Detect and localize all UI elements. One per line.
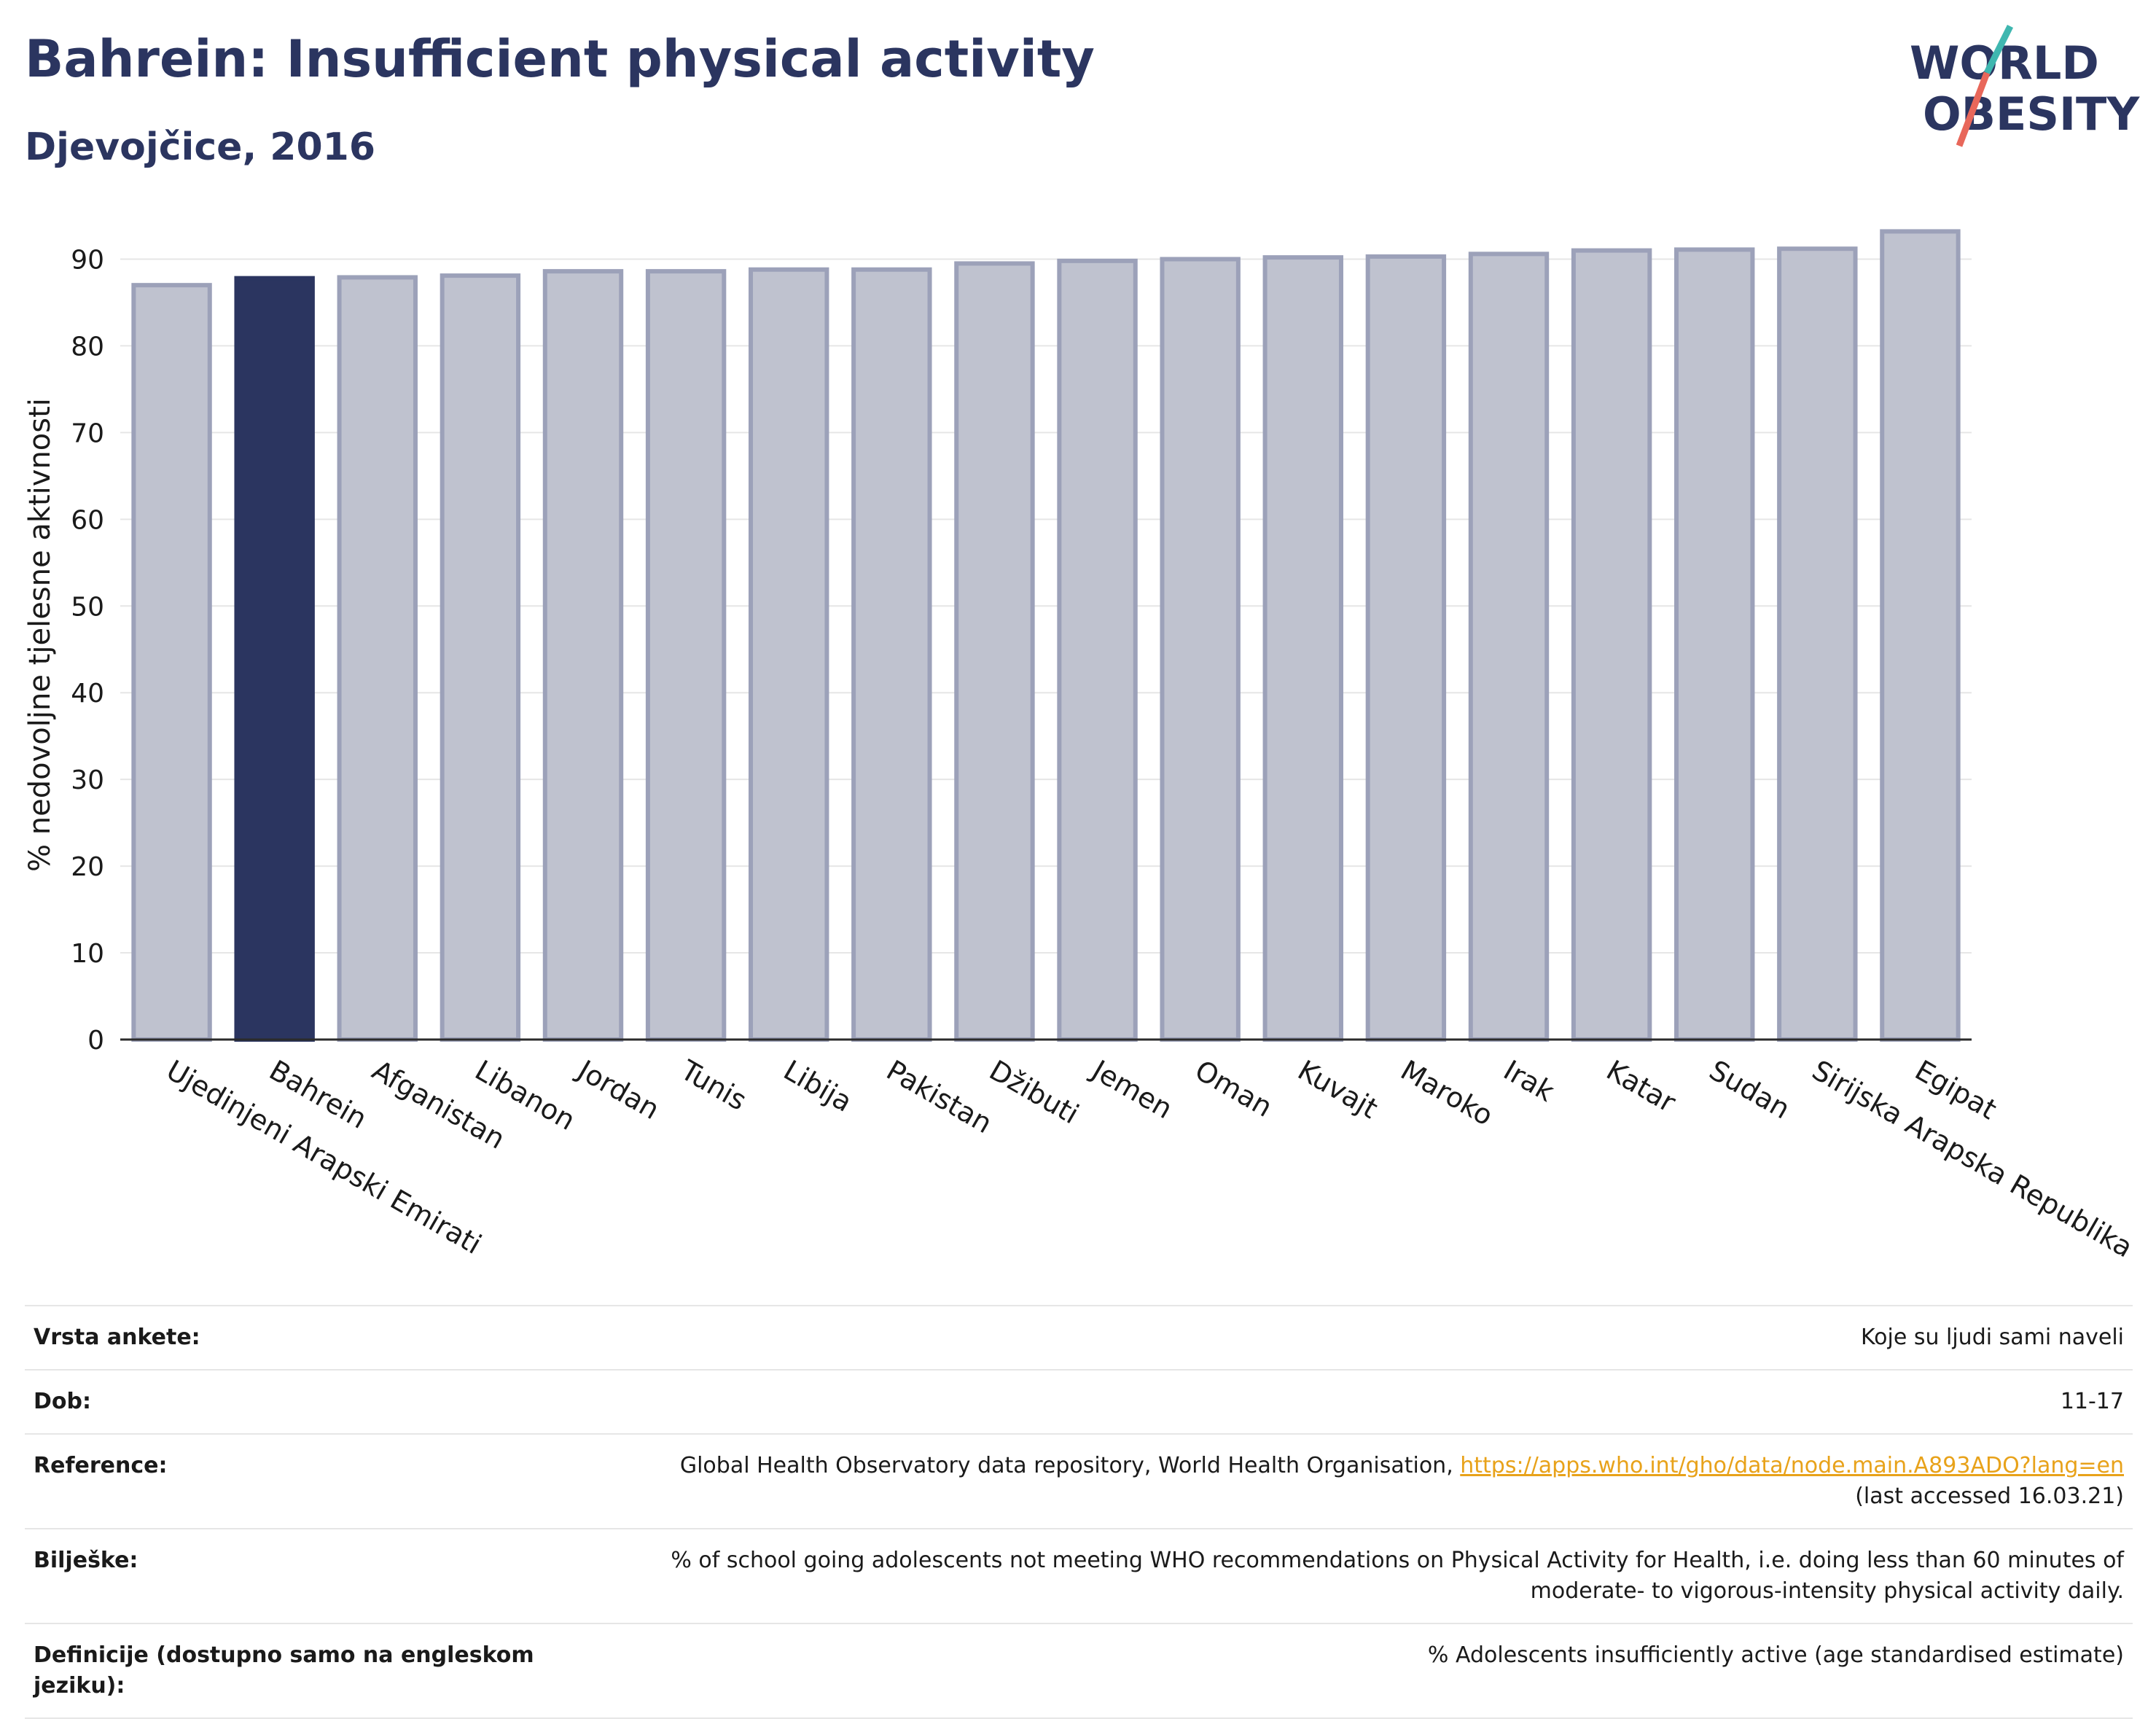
bar	[645, 269, 727, 1042]
x-tick-labels: Ujedinjeni Arapski EmiratiBahreinAfganis…	[161, 1053, 2138, 1264]
info-table: Vrsta ankete: Koje su ljudi sami naveli …	[25, 1305, 2133, 1719]
x-tick-label: Kuvajt	[1292, 1054, 1383, 1125]
y-tick-label: 0	[87, 1026, 104, 1056]
x-tick-label: Irak	[1499, 1054, 1560, 1108]
x-tick-label: Tunis	[675, 1053, 752, 1117]
bar	[1674, 247, 1755, 1042]
bar	[1160, 257, 1241, 1042]
x-tick-label: Oman	[1190, 1054, 1278, 1123]
y-tick-label: 40	[71, 679, 104, 709]
y-tick-label: 60	[71, 505, 104, 535]
bar	[1365, 254, 1447, 1042]
x-tick-label: Jordan	[571, 1053, 665, 1126]
x-tick-label: Katar	[1601, 1054, 1682, 1119]
y-tick-label: 10	[71, 939, 104, 969]
bars	[131, 229, 1961, 1042]
notes-text-1: % of school going adolescents not meetin…	[671, 1548, 2124, 1573]
logo-line-2: OBESITY	[1923, 87, 2140, 141]
info-row-age: Dob: 11-17	[25, 1369, 2133, 1434]
page-title: Bahrein: Insufficient physical activity	[25, 29, 1095, 89]
bar	[1571, 248, 1652, 1042]
info-label: Dob:	[25, 1369, 552, 1434]
info-label: Definicije (dostupno samo na engleskom j…	[25, 1623, 552, 1719]
world-obesity-logo: WORLD OBESITY	[1910, 24, 2140, 147]
info-value: % Adolescents insufficiently active (age…	[552, 1623, 2133, 1719]
y-axis-label: % nedovoljne tjelesne aktivnosti	[23, 398, 57, 872]
y-tick-labels: 0 10 20 30 40 50 60 70 80 90	[71, 245, 104, 1056]
logo-slash-top	[1983, 24, 2014, 75]
bar-chart: 0 10 20 30 40 50 60 70 80 90 Ujedinjeni Arapski E…	[23, 229, 2138, 1264]
info-row-survey-type: Vrsta ankete: Koje su ljudi sami naveli	[25, 1305, 2133, 1370]
bar	[234, 276, 315, 1042]
notes-text-2: moderate- to vigorous-intensity physical…	[1530, 1578, 2124, 1604]
bar	[1777, 246, 1858, 1042]
reference-text: Global Health Observatory data repositor…	[679, 1453, 1461, 1478]
info-label: Vrsta ankete:	[25, 1305, 552, 1370]
bar	[851, 267, 932, 1042]
bar	[749, 267, 829, 1042]
info-row-notes: Bilješke: % of school going adolescents …	[25, 1528, 2133, 1623]
grid-lines	[120, 258, 1972, 954]
info-row-reference: Reference: Global Health Observatory dat…	[25, 1433, 2133, 1529]
reference-accessed: (last accessed 16.03.21)	[1855, 1483, 2124, 1509]
y-tick-label: 20	[71, 852, 104, 882]
bar	[1057, 258, 1138, 1042]
x-tick-label: Maroko	[1395, 1054, 1499, 1132]
logo-slash-bottom	[1956, 71, 1991, 147]
bar	[131, 283, 212, 1042]
info-label: Bilješke:	[25, 1528, 552, 1623]
x-tick-label: Pakistan	[881, 1054, 998, 1140]
bar	[954, 261, 1035, 1042]
y-tick-label: 80	[71, 332, 104, 362]
bar	[337, 275, 418, 1042]
bar	[440, 273, 521, 1042]
x-tick-label: Sudan	[1704, 1054, 1796, 1126]
x-tick-label: Libija	[778, 1054, 858, 1118]
bar	[1468, 252, 1550, 1042]
info-value: Koje su ljudi sami naveli	[552, 1305, 2133, 1370]
y-tick-label: 70	[71, 418, 104, 448]
info-label: Reference:	[25, 1433, 552, 1529]
x-tick-label: Džibuti	[984, 1054, 1085, 1131]
y-tick-label: 50	[71, 592, 104, 622]
bar	[1880, 229, 1961, 1042]
x-tick-label: Jemen	[1085, 1053, 1178, 1126]
bar	[542, 269, 624, 1042]
info-value: 11-17	[552, 1369, 2133, 1434]
y-tick-label: 90	[71, 245, 104, 275]
bar	[1262, 255, 1343, 1042]
page-subtitle: Djevojčice, 2016	[25, 125, 376, 169]
y-tick-label: 30	[71, 765, 104, 795]
reference-link[interactable]: https://apps.who.int/gho/data/node.main.…	[1460, 1453, 2124, 1478]
info-row-definitions: Definicije (dostupno samo na engleskom j…	[25, 1623, 2133, 1719]
